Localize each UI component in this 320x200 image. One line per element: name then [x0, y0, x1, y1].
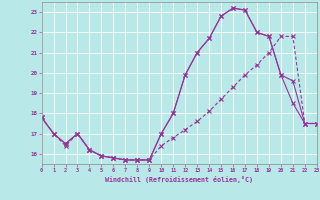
X-axis label: Windchill (Refroidissement éolien,°C): Windchill (Refroidissement éolien,°C): [105, 176, 253, 183]
